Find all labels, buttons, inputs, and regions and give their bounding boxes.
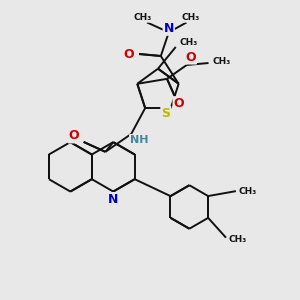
Text: N: N [164, 22, 174, 35]
Text: S: S [161, 106, 170, 120]
Text: NH: NH [130, 135, 148, 145]
Text: O: O [68, 129, 79, 142]
Text: CH₃: CH₃ [229, 235, 247, 244]
Text: CH₃: CH₃ [212, 56, 230, 65]
Text: O: O [173, 97, 184, 110]
Text: CH₃: CH₃ [134, 13, 152, 22]
Text: CH₃: CH₃ [182, 13, 200, 22]
Text: CH₃: CH₃ [179, 38, 198, 46]
Text: O: O [124, 48, 134, 61]
Text: N: N [108, 193, 118, 206]
Text: CH₃: CH₃ [239, 187, 257, 196]
Text: O: O [185, 51, 196, 64]
